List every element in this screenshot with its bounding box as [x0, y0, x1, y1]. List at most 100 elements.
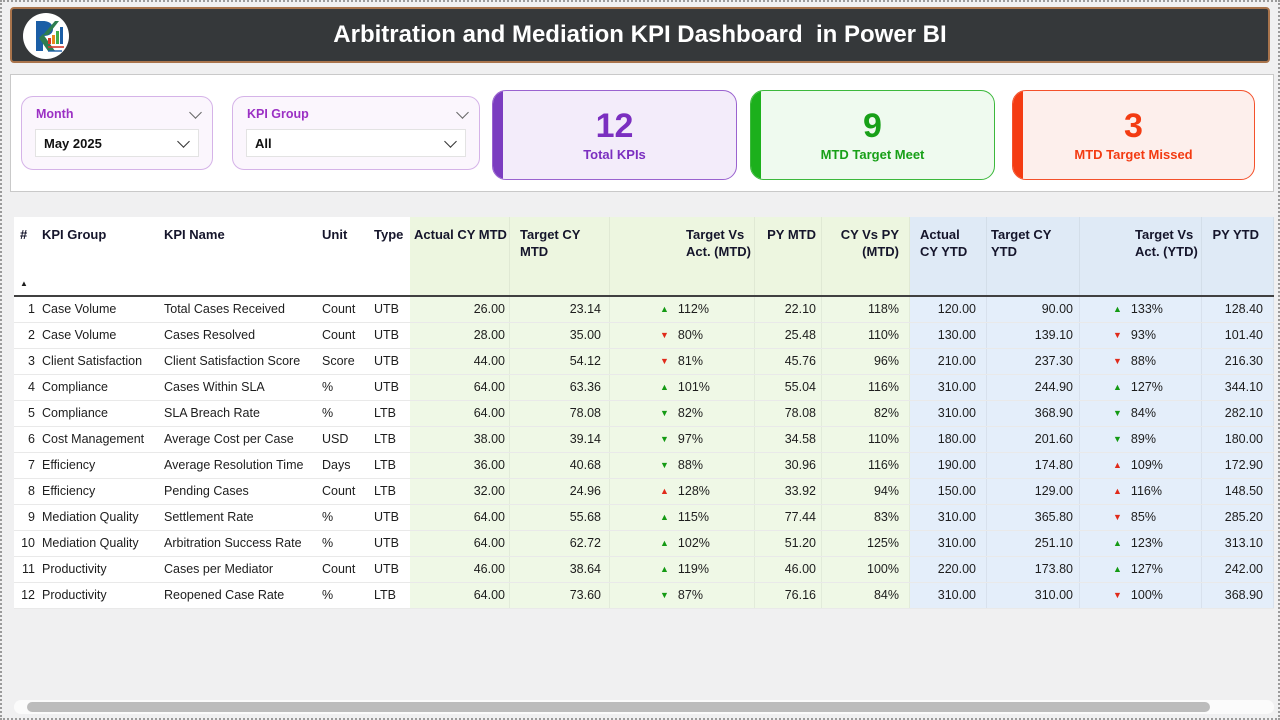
mtd-target-meet-card[interactable]: 9 MTD Target Meet: [750, 90, 995, 180]
slicer-collapse-icon[interactable]: [189, 105, 202, 119]
trend-arrow-icon: ▲: [660, 486, 669, 496]
cell-target-cy-mtd: 73.60: [510, 583, 610, 608]
trend-arrow-icon: ▲: [1113, 460, 1122, 470]
table-row[interactable]: 1 Case Volume Total Cases Received Count…: [14, 297, 1274, 323]
table-row[interactable]: 2 Case Volume Cases Resolved Count UTB 2…: [14, 323, 1274, 349]
trend-arrow-icon: ▲: [1113, 486, 1122, 496]
sort-ascending-icon[interactable]: ▲: [20, 279, 28, 288]
cell-type: LTB: [374, 432, 396, 446]
cell-target-cy-mtd: 78.08: [510, 401, 610, 426]
trend-arrow-icon: ▲: [660, 564, 669, 574]
column-header-kpi-group[interactable]: KPI Group: [42, 227, 107, 242]
mtd-target-missed-value: 3: [1124, 107, 1143, 145]
cell-actual-cy-ytd: 150.00: [910, 479, 987, 504]
cell-py-mtd: 55.04: [755, 375, 822, 400]
month-dropdown[interactable]: May 2025: [35, 129, 199, 157]
cell-py-ytd: 216.30: [1202, 349, 1274, 374]
column-header-unit[interactable]: Unit: [322, 227, 348, 242]
table-row[interactable]: 11 Productivity Cases per Mediator Count…: [14, 557, 1274, 583]
cell-kpi-group: Client Satisfaction: [42, 354, 143, 368]
cell-unit: Count: [322, 562, 356, 576]
cell-target-cy-ytd: 244.90: [987, 375, 1080, 400]
table-row[interactable]: 8 Efficiency Pending Cases Count LTB 32.…: [14, 479, 1274, 505]
cell-actual-cy-mtd: 64.00: [410, 505, 510, 530]
cell-py-ytd: 242.00: [1202, 557, 1274, 582]
cell-unit: %: [322, 536, 334, 550]
column-header-py-ytd[interactable]: PY YTD: [1202, 217, 1274, 295]
cell-target-vs-act-ytd: ▼ 85%: [1080, 505, 1202, 530]
table-row[interactable]: 5 Compliance SLA Breach Rate % LTB 64.00…: [14, 401, 1274, 427]
kpi-group-dropdown-value: All: [255, 135, 272, 151]
cell-index: 1: [28, 302, 35, 316]
cell-target-cy-mtd: 55.68: [510, 505, 610, 530]
cell-target-vs-act-mtd: ▼ 87%: [610, 583, 755, 608]
cell-actual-cy-ytd: 310.00: [910, 401, 987, 426]
column-header-kpi-name[interactable]: KPI Name: [164, 227, 225, 242]
cell-index: 2: [28, 328, 35, 342]
cell-target-vs-act-ytd: ▲ 133%: [1080, 297, 1202, 322]
cell-unit: %: [322, 406, 334, 420]
cell-actual-cy-mtd: 32.00: [410, 479, 510, 504]
table-row[interactable]: 3 Client Satisfaction Client Satisfactio…: [14, 349, 1274, 375]
table-row[interactable]: 7 Efficiency Average Resolution Time Day…: [14, 453, 1274, 479]
cell-target-cy-mtd: 23.14: [510, 297, 610, 322]
cell-cy-vs-py-mtd: 100%: [822, 557, 910, 582]
table-row[interactable]: 12 Productivity Reopened Case Rate % LTB…: [14, 583, 1274, 609]
trend-arrow-icon: ▼: [1113, 330, 1122, 340]
column-header-target-vs-act-mtd[interactable]: Target Vs Act. (MTD): [610, 217, 755, 295]
horizontal-scrollbar-track[interactable]: [14, 700, 1274, 714]
horizontal-scrollbar-thumb[interactable]: [27, 702, 1210, 712]
column-header-target-cy-mtd[interactable]: Target CY MTD: [510, 217, 610, 295]
cell-kpi-name: Cases per Mediator: [164, 562, 274, 576]
column-header-target-vs-act-ytd[interactable]: Target Vs Act. (YTD): [1080, 217, 1202, 295]
column-header-target-cy-ytd[interactable]: Target CY YTD: [987, 217, 1080, 295]
cell-type: UTB: [374, 354, 399, 368]
trend-arrow-icon: ▲: [660, 304, 669, 314]
trend-arrow-icon: ▼: [1113, 434, 1122, 444]
cell-cy-vs-py-mtd: 116%: [822, 375, 910, 400]
kpi-group-dropdown[interactable]: All: [246, 129, 466, 157]
cell-target-cy-ytd: 174.80: [987, 453, 1080, 478]
cell-kpi-group: Case Volume: [42, 302, 117, 316]
column-header-actual-cy-mtd[interactable]: Actual CY MTD: [410, 217, 510, 295]
table-row[interactable]: 9 Mediation Quality Settlement Rate % UT…: [14, 505, 1274, 531]
table-row[interactable]: 6 Cost Management Average Cost per Case …: [14, 427, 1274, 453]
cell-index: 9: [28, 510, 35, 524]
mtd-target-missed-label: MTD Target Missed: [1074, 147, 1193, 162]
trend-arrow-icon: ▼: [660, 356, 669, 366]
total-kpis-card[interactable]: 12 Total KPIs: [492, 90, 737, 180]
cell-py-ytd: 368.90: [1202, 583, 1274, 608]
table-row[interactable]: 10 Mediation Quality Arbitration Success…: [14, 531, 1274, 557]
cell-target-vs-act-ytd: ▲ 109%: [1080, 453, 1202, 478]
cell-target-vs-act-mtd: ▲ 115%: [610, 505, 755, 530]
slicer-collapse-icon[interactable]: [456, 105, 469, 119]
cell-type: LTB: [374, 588, 396, 602]
table-header: # ▲ KPI Group KPI Name Unit Type Actual …: [14, 217, 1274, 297]
column-header-actual-cy-ytd[interactable]: Actual CY YTD: [910, 217, 987, 295]
mtd-target-missed-card[interactable]: 3 MTD Target Missed: [1012, 90, 1255, 180]
card-accent-bar: [751, 91, 761, 179]
cell-target-vs-act-mtd: ▲ 112%: [610, 297, 755, 322]
cell-type: UTB: [374, 328, 399, 342]
kpi-group-slicer-label: KPI Group: [247, 107, 309, 121]
card-accent-bar: [1013, 91, 1023, 179]
cell-target-vs-act-mtd: ▲ 102%: [610, 531, 755, 556]
cell-kpi-name: Pending Cases: [164, 484, 249, 498]
cell-cy-vs-py-mtd: 84%: [822, 583, 910, 608]
cell-actual-cy-mtd: 64.00: [410, 375, 510, 400]
month-slicer: Month May 2025: [21, 96, 213, 170]
cell-actual-cy-mtd: 64.00: [410, 531, 510, 556]
cell-py-ytd: 180.00: [1202, 427, 1274, 452]
column-header-type[interactable]: Type: [374, 227, 404, 242]
column-header-py-mtd[interactable]: PY MTD: [755, 217, 822, 295]
mtd-target-meet-value: 9: [863, 107, 882, 145]
cell-kpi-group: Compliance: [42, 406, 109, 420]
cell-target-vs-act-mtd: ▼ 88%: [610, 453, 755, 478]
cell-index: 5: [28, 406, 35, 420]
cell-actual-cy-ytd: 310.00: [910, 531, 987, 556]
column-header-cy-vs-py-mtd[interactable]: CY Vs PY (MTD): [822, 217, 910, 295]
cell-py-ytd: 282.10: [1202, 401, 1274, 426]
table-row[interactable]: 4 Compliance Cases Within SLA % UTB 64.0…: [14, 375, 1274, 401]
column-header-index[interactable]: # ▲: [14, 217, 40, 295]
